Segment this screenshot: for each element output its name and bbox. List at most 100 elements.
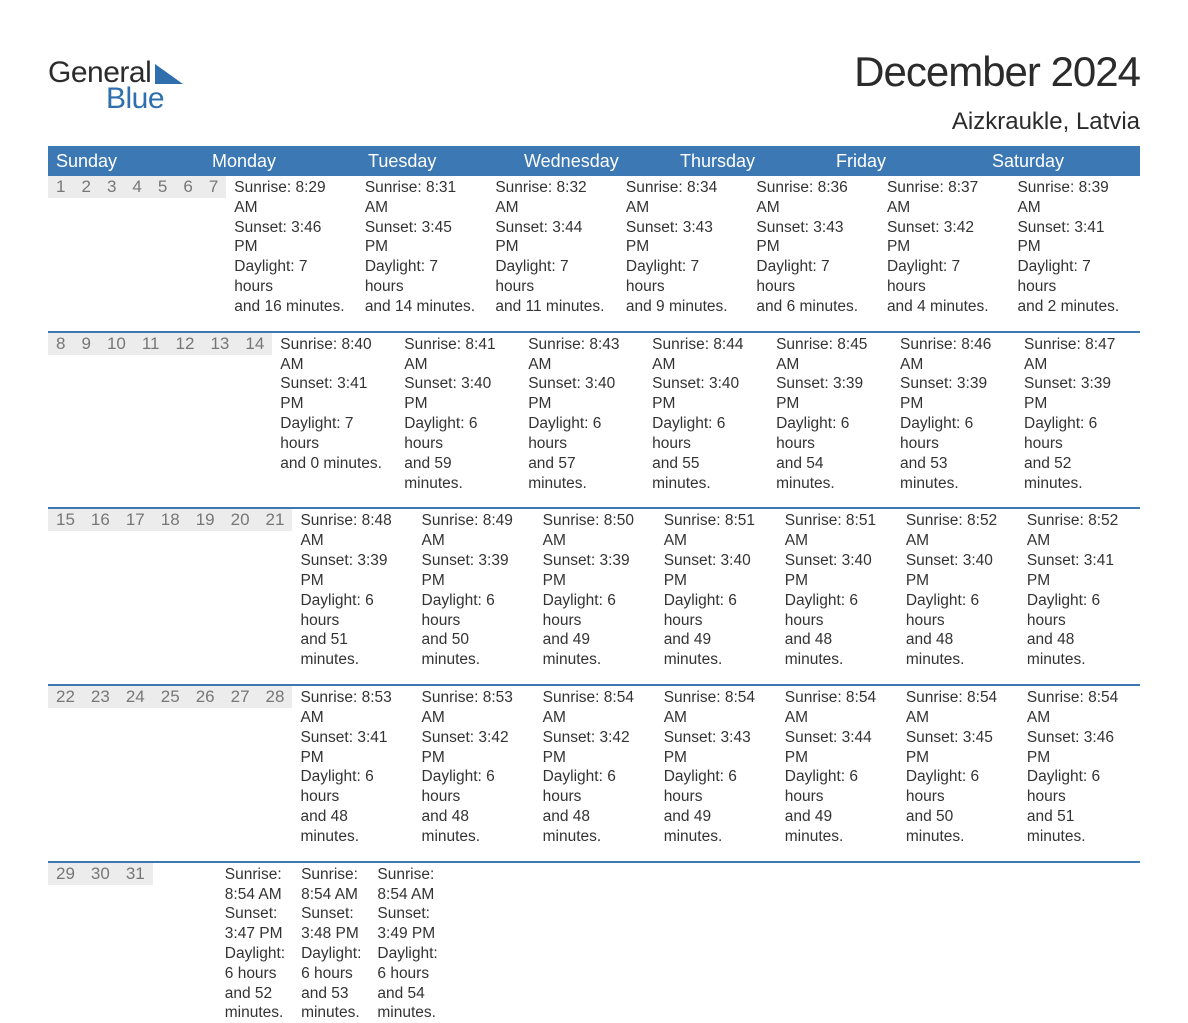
sunrise-text: Sunrise: 8:34 AM — [626, 178, 741, 218]
daylight-line2: and 49 minutes. — [543, 630, 648, 670]
day-cell: Sunrise: 8:50 AMSunset: 3:39 PMDaylight:… — [535, 509, 656, 670]
daylight-line1: Daylight: 6 hours — [900, 414, 1008, 454]
weekday-tuesday: Tuesday — [360, 151, 516, 172]
sunset-text: Sunset: 3:42 PM — [422, 728, 527, 768]
sunset-text: Sunset: 3:41 PM — [280, 374, 388, 414]
day-details: Sunrise: 8:54 AMSunset: 3:48 PMDaylight:… — [293, 863, 369, 1023]
daylight-line1: Daylight: 6 hours — [543, 591, 648, 631]
day-cell: Sunrise: 8:47 AMSunset: 3:39 PMDaylight:… — [1016, 333, 1140, 494]
day-number: 19 — [188, 509, 223, 531]
sunset-text: Sunset: 3:40 PM — [404, 374, 512, 414]
sunrise-text: Sunrise: 8:51 AM — [785, 511, 890, 551]
day-cell — [446, 863, 489, 1023]
daylight-line1: Daylight: 7 hours — [495, 257, 610, 297]
sunset-text: Sunset: 3:46 PM — [1027, 728, 1132, 768]
daylight-line2: and 50 minutes. — [422, 630, 527, 670]
sunrise-text: Sunrise: 8:54 AM — [225, 865, 285, 905]
day-details: Sunrise: 8:54 AMSunset: 3:42 PMDaylight:… — [535, 686, 656, 847]
daylight-line2: and 49 minutes. — [664, 807, 769, 847]
sunrise-text: Sunrise: 8:50 AM — [543, 511, 648, 551]
day-number: 23 — [83, 686, 118, 708]
daylight-line2: and 52 minutes. — [1024, 454, 1132, 494]
daylight-line1: Daylight: 6 hours — [404, 414, 512, 454]
day-details: Sunrise: 8:36 AMSunset: 3:43 PMDaylight:… — [748, 176, 879, 317]
day-cell: Sunrise: 8:31 AMSunset: 3:45 PMDaylight:… — [357, 176, 488, 317]
daylight-line1: Daylight: 6 hours — [1027, 767, 1132, 807]
daylight-line2: and 54 minutes. — [377, 984, 437, 1023]
sunrise-text: Sunrise: 8:48 AM — [300, 511, 405, 551]
week-row: 22232425262728Sunrise: 8:53 AMSunset: 3:… — [48, 684, 1140, 847]
day-cell: Sunrise: 8:51 AMSunset: 3:40 PMDaylight:… — [777, 509, 898, 670]
day-number: 21 — [258, 509, 293, 531]
sunrise-text: Sunrise: 8:41 AM — [404, 335, 512, 375]
daylight-line2: and 51 minutes. — [1027, 807, 1132, 847]
day-cell: Sunrise: 8:53 AMSunset: 3:42 PMDaylight:… — [414, 686, 535, 847]
sunrise-text: Sunrise: 8:43 AM — [528, 335, 636, 375]
sunset-text: Sunset: 3:49 PM — [377, 904, 437, 944]
day-details: Sunrise: 8:51 AMSunset: 3:40 PMDaylight:… — [656, 509, 777, 670]
details-row: Sunrise: 8:53 AMSunset: 3:41 PMDaylight:… — [292, 686, 1140, 847]
weekday-monday: Monday — [204, 151, 360, 172]
daylight-line1: Daylight: 6 hours — [422, 591, 527, 631]
logo-word-blue: Blue — [106, 84, 183, 114]
daylight-line2: and 49 minutes. — [664, 630, 769, 670]
day-details: Sunrise: 8:54 AMSunset: 3:47 PMDaylight:… — [217, 863, 293, 1023]
day-number: 17 — [118, 509, 153, 531]
day-cell: Sunrise: 8:36 AMSunset: 3:43 PMDaylight:… — [748, 176, 879, 317]
sunset-text: Sunset: 3:39 PM — [1024, 374, 1132, 414]
daylight-line2: and 51 minutes. — [300, 630, 405, 670]
day-number: 20 — [223, 509, 258, 531]
day-cell: Sunrise: 8:54 AMSunset: 3:46 PMDaylight:… — [1019, 686, 1140, 847]
daylight-line2: and 6 minutes. — [756, 297, 871, 317]
daylight-line1: Daylight: 6 hours — [652, 414, 760, 454]
daylight-line1: Daylight: 6 hours — [906, 591, 1011, 631]
day-number: 4 — [124, 176, 149, 198]
day-details: Sunrise: 8:31 AMSunset: 3:45 PMDaylight:… — [357, 176, 488, 317]
month-title: December 2024 — [854, 48, 1140, 96]
day-details: Sunrise: 8:54 AMSunset: 3:45 PMDaylight:… — [898, 686, 1019, 847]
daylight-line2: and 11 minutes. — [495, 297, 610, 317]
day-cell: Sunrise: 8:49 AMSunset: 3:39 PMDaylight:… — [414, 509, 535, 670]
day-cell: Sunrise: 8:43 AMSunset: 3:40 PMDaylight:… — [520, 333, 644, 494]
daylight-line2: and 52 minutes. — [225, 984, 285, 1023]
day-details: Sunrise: 8:44 AMSunset: 3:40 PMDaylight:… — [644, 333, 768, 494]
daylight-line2: and 4 minutes. — [887, 297, 1002, 317]
daylight-line2: and 53 minutes. — [301, 984, 361, 1023]
daylight-line2: and 0 minutes. — [280, 454, 388, 474]
day-number: 9 — [73, 333, 98, 355]
day-number: 15 — [48, 509, 83, 531]
day-number: 27 — [223, 686, 258, 708]
day-cell — [489, 863, 532, 1023]
day-number: 24 — [118, 686, 153, 708]
weekday-saturday: Saturday — [984, 151, 1140, 172]
day-number: 7 — [201, 176, 226, 198]
day-number — [153, 863, 169, 885]
day-details: Sunrise: 8:50 AMSunset: 3:39 PMDaylight:… — [535, 509, 656, 670]
daylight-line2: and 48 minutes. — [785, 630, 890, 670]
sunset-text: Sunset: 3:43 PM — [664, 728, 769, 768]
day-number: 5 — [150, 176, 175, 198]
day-cell: Sunrise: 8:29 AMSunset: 3:46 PMDaylight:… — [226, 176, 357, 317]
day-number: 10 — [99, 333, 134, 355]
sunset-text: Sunset: 3:42 PM — [543, 728, 648, 768]
daynum-row: 1234567 — [48, 176, 226, 317]
daylight-line1: Daylight: 6 hours — [422, 767, 527, 807]
week-row: 891011121314Sunrise: 8:40 AMSunset: 3:41… — [48, 331, 1140, 494]
calendar: Sunday Monday Tuesday Wednesday Thursday… — [48, 146, 1140, 1023]
day-details: Sunrise: 8:47 AMSunset: 3:39 PMDaylight:… — [1016, 333, 1140, 494]
day-cell: Sunrise: 8:54 AMSunset: 3:44 PMDaylight:… — [777, 686, 898, 847]
details-row: Sunrise: 8:40 AMSunset: 3:41 PMDaylight:… — [272, 333, 1140, 494]
sunset-text: Sunset: 3:44 PM — [785, 728, 890, 768]
weekday-friday: Friday — [828, 151, 984, 172]
sunrise-text: Sunrise: 8:47 AM — [1024, 335, 1132, 375]
day-cell: Sunrise: 8:41 AMSunset: 3:40 PMDaylight:… — [396, 333, 520, 494]
sunset-text: Sunset: 3:42 PM — [887, 218, 1002, 258]
sunrise-text: Sunrise: 8:29 AM — [234, 178, 349, 218]
daylight-line2: and 48 minutes. — [1027, 630, 1132, 670]
sunrise-text: Sunrise: 8:51 AM — [664, 511, 769, 551]
details-row: Sunrise: 8:29 AMSunset: 3:46 PMDaylight:… — [226, 176, 1140, 317]
daylight-line2: and 50 minutes. — [906, 807, 1011, 847]
day-cell: Sunrise: 8:32 AMSunset: 3:44 PMDaylight:… — [487, 176, 618, 317]
weekday-header-row: Sunday Monday Tuesday Wednesday Thursday… — [48, 146, 1140, 176]
week-row: 293031Sunrise: 8:54 AMSunset: 3:47 PMDay… — [48, 861, 1140, 1023]
